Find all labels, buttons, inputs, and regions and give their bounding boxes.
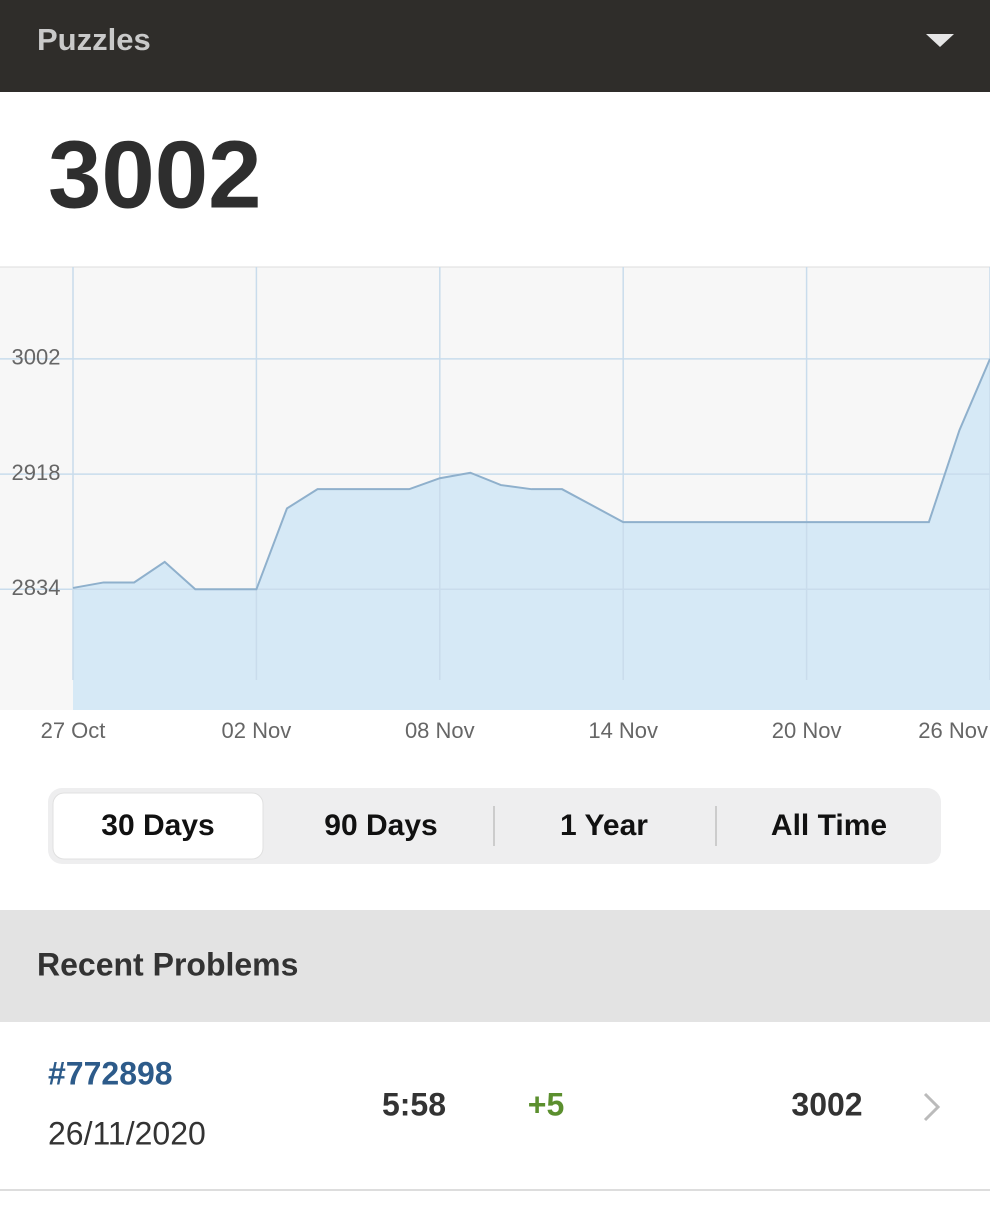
chevron[interactable]: [923, 1092, 941, 1122]
problem-time: 5:58: [382, 1086, 446, 1122]
section-header: [0, 910, 990, 1022]
tab[interactable]: 30 Days: [101, 809, 214, 842]
x-tick-label: 26 Nov: [918, 718, 988, 743]
chart: 27 Oct 02 Nov 08 Nov 14 Nov 20 Nov 26 Nov 2834…: [0, 266, 990, 743]
header-title[interactable]: Puzzles: [37, 22, 151, 57]
x-tick-label: 08 Nov: [405, 718, 475, 743]
rating: 3002: [48, 121, 262, 228]
y-tick-label: 2918: [12, 460, 61, 485]
section-title: Recent Problems: [37, 946, 298, 982]
problem-row[interactable]: #772898 26/11/2020 5:58 +5 3002: [48, 1055, 941, 1151]
problem-rating: 3002: [791, 1086, 862, 1122]
problem-id[interactable]: #772898: [48, 1055, 173, 1091]
area: [73, 358, 990, 710]
x-tick-label: 02 Nov: [222, 718, 292, 743]
y-tick-label: 2834: [12, 575, 61, 600]
problem-change: +5: [528, 1086, 564, 1122]
y-tick-label: 3002: [12, 345, 61, 370]
problem-date: 26/11/2020: [48, 1115, 206, 1151]
x-tick-label: 14 Nov: [588, 718, 658, 743]
tab[interactable]: 1 Year: [560, 809, 648, 842]
header-bar: [0, 0, 990, 92]
x-tick-label: 27 Oct: [41, 718, 106, 743]
x-tick-label: 20 Nov: [772, 718, 842, 743]
tab-selected: [52, 792, 264, 860]
tab[interactable]: 90 Days: [324, 809, 437, 842]
dropdown-icon[interactable]: [926, 34, 954, 47]
line: [72, 358, 990, 591]
tab[interactable]: All Time: [771, 809, 887, 842]
